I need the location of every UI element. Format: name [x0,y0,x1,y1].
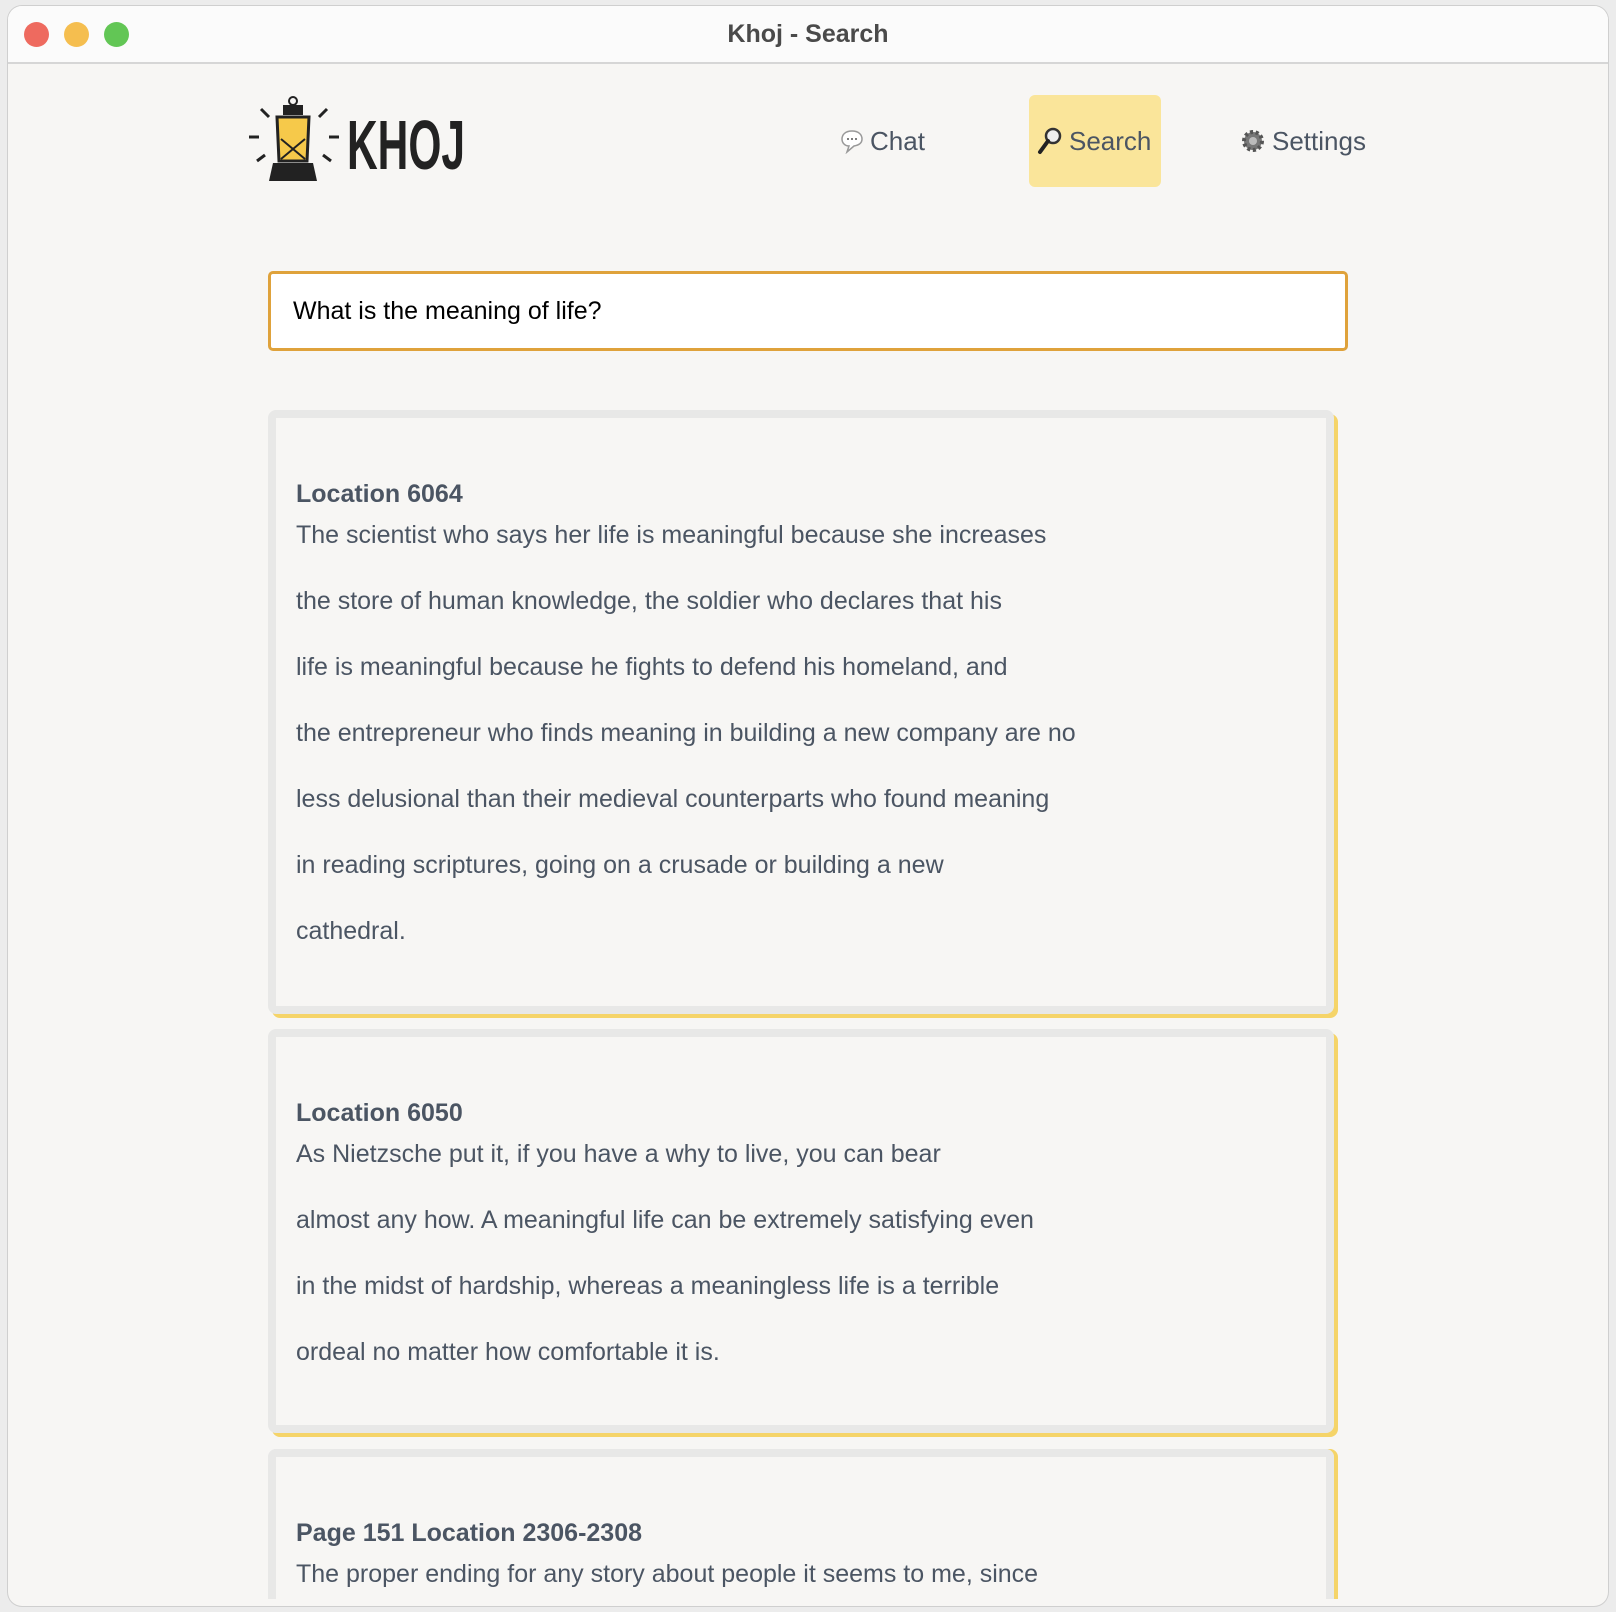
result-line: the entrepreneur who finds meaning in bu… [296,719,1076,747]
result-line: The proper ending for any story about pe… [296,1560,1039,1588]
result-line: the store of human knowledge, the soldie… [296,587,1002,615]
result-line: in the midst of hardship, whereas a mean… [296,1272,1000,1300]
result-body: The scientist who says her life is meani… [296,520,1076,982]
result-line: ordeal no matter how comfortable it is. [296,1338,720,1366]
result-line: almost any how. A meaningful life can be… [296,1206,1034,1234]
result-line: less delusional than their medieval coun… [296,785,1050,813]
zoom-window-button[interactable] [104,22,129,47]
search-result-card: Page 151 Location 2306-2308 The proper e… [268,1449,1334,1599]
result-line: in reading scriptures, going on a crusad… [296,851,944,879]
magnifier-icon [1037,127,1063,155]
nav-search-label: Search [1069,125,1152,156]
result-body: The proper ending for any story about pe… [296,1559,1038,1589]
gear-icon [1240,128,1266,154]
result-heading: Location 6064 [296,480,463,508]
app-window: Khoj - Search KHOJ Chat Search Settings [8,6,1608,1606]
result-heading: Location 6050 [296,1099,463,1127]
result-line: life is meaningful because he fights to … [296,653,1008,681]
nav-search[interactable]: Search [1029,95,1161,187]
window-title: Khoj - Search [727,20,889,48]
nav-settings[interactable]: Settings [1232,95,1374,187]
result-line: The scientist who says her life is meani… [296,521,1047,549]
khoj-logo[interactable]: KHOJ [247,95,471,187]
search-box [268,271,1348,351]
nav-chat[interactable]: Chat [832,95,933,187]
minimize-window-button[interactable] [64,22,89,47]
result-heading: Page 151 Location 2306-2308 [296,1519,643,1547]
search-result-card: Location 6064 The scientist who says her… [268,410,1334,1014]
chat-bubble-icon [840,128,864,154]
search-input[interactable] [271,274,1345,348]
nav-chat-label: Chat [870,125,925,156]
close-window-button[interactable] [24,22,49,47]
result-body: As Nietzsche put it, if you have a why t… [296,1139,1034,1403]
logo-text: KHOJ [347,106,465,184]
lantern-icon: KHOJ [249,96,465,184]
result-line: cathedral. [296,917,406,945]
title-bar: Khoj - Search [8,6,1608,64]
search-result-card: Location 6050 As Nietzsche put it, if yo… [268,1029,1334,1433]
result-line: As Nietzsche put it, if you have a why t… [296,1140,941,1168]
nav-settings-label: Settings [1272,125,1366,156]
